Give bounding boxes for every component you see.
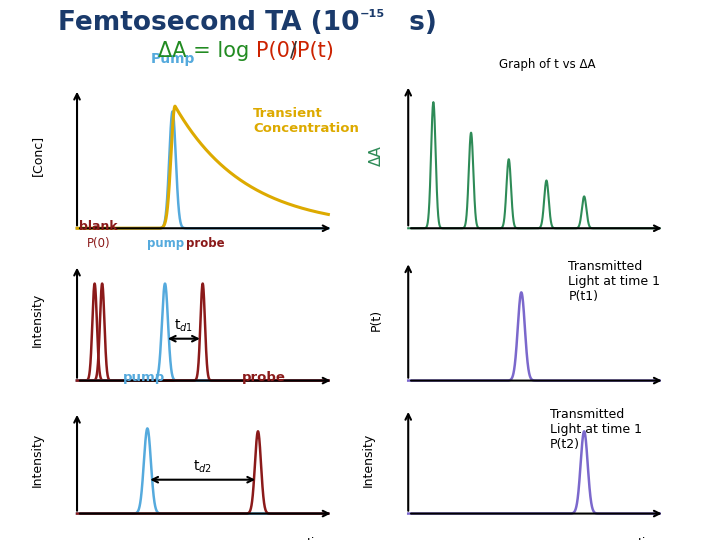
Text: Femtosecond TA (10: Femtosecond TA (10 <box>58 10 360 36</box>
Text: /: / <box>290 40 297 60</box>
Text: pump: pump <box>147 237 184 250</box>
Text: t$_{d1}$: t$_{d1}$ <box>174 318 194 334</box>
Text: s): s) <box>400 10 436 36</box>
Text: Transmitted
Light at time 1
P(t1): Transmitted Light at time 1 P(t1) <box>568 260 660 303</box>
Text: ΔA = log: ΔA = log <box>158 40 256 60</box>
Text: Transmitted
Light at time 1
P(t2): Transmitted Light at time 1 P(t2) <box>550 408 642 451</box>
Text: t$_{d2}$: t$_{d2}$ <box>193 459 212 475</box>
Text: Transient
Concentration: Transient Concentration <box>253 107 359 136</box>
Text: pump: pump <box>123 372 165 384</box>
Text: time: time <box>638 537 666 540</box>
Text: Intensity: Intensity <box>362 433 375 488</box>
Text: P(0): P(0) <box>87 237 110 250</box>
Text: P(t): P(t) <box>297 40 334 60</box>
Text: P(0): P(0) <box>256 40 297 60</box>
Text: time: time <box>307 402 335 415</box>
Text: time: time <box>307 254 335 267</box>
Text: Pump: Pump <box>151 52 195 66</box>
Text: time: time <box>307 537 335 540</box>
Text: time: time <box>638 254 666 267</box>
Text: blank: blank <box>79 220 118 233</box>
Text: Intensity: Intensity <box>31 293 44 347</box>
Text: [Conc]: [Conc] <box>31 134 44 176</box>
Text: probe: probe <box>242 372 286 384</box>
Text: P(t): P(t) <box>370 309 383 331</box>
Text: Graph of t vs ΔA: Graph of t vs ΔA <box>498 58 595 71</box>
Text: ΔA: ΔA <box>369 145 384 166</box>
Text: time: time <box>638 402 666 415</box>
Text: Intensity: Intensity <box>31 433 44 488</box>
Text: ⁻¹⁵: ⁻¹⁵ <box>360 9 385 26</box>
Text: probe: probe <box>186 237 225 250</box>
